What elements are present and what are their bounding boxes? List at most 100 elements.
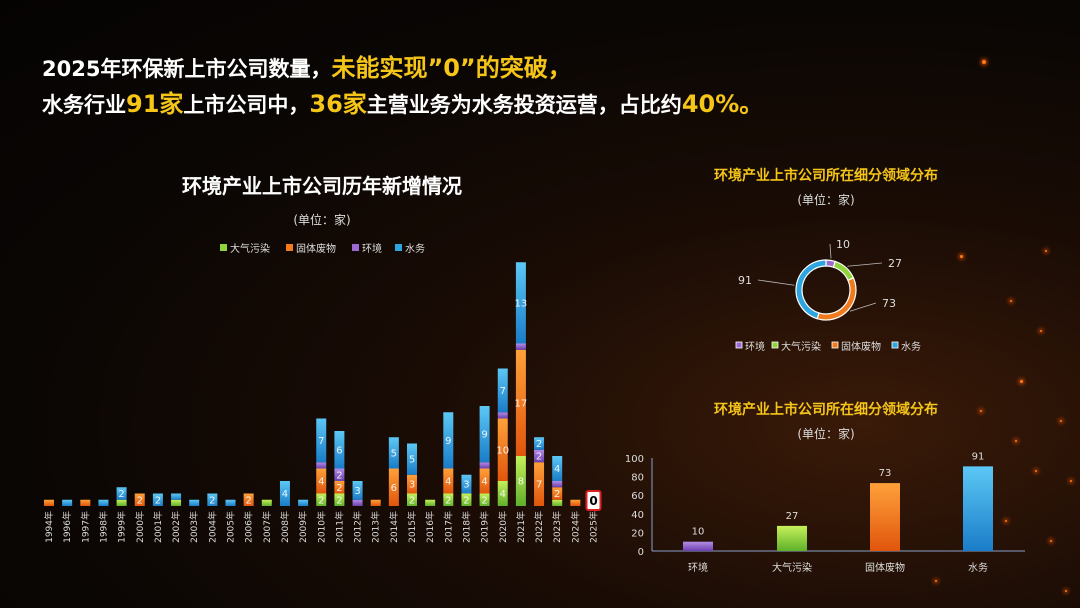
chart1-bar-segment — [189, 499, 200, 506]
chart1-tick-label: 2015年 — [406, 511, 418, 543]
chart1-data-label: 10 — [496, 445, 509, 456]
chart1-bar-segment — [116, 499, 127, 506]
chart1-bar-segment — [425, 499, 436, 506]
chart1-bar-segment — [515, 456, 526, 506]
chart1-data-label: 2 — [409, 495, 415, 506]
chart1-tick-label: 2012年 — [352, 511, 364, 543]
chart1-tick-label: 2005年 — [225, 511, 237, 543]
chart1-bar-segment — [497, 412, 508, 419]
spark-dot — [1060, 420, 1062, 422]
chart1-data-label: 2 — [318, 495, 324, 506]
chart1-data-label: 2 — [336, 483, 342, 494]
chart1-tick-label: 2008年 — [279, 511, 291, 543]
chart1-data-label: 7 — [318, 436, 324, 447]
chart2-title: 环境产业上市公司所在细分领域分布 — [714, 167, 938, 184]
chart1-bar-segment — [443, 493, 454, 506]
chart1-legend-label: 固体废物 — [296, 242, 336, 255]
chart3-bar — [870, 483, 900, 551]
chart1-tick-label: 2010年 — [315, 511, 327, 543]
chart2-data-label: 91 — [738, 274, 752, 287]
chart1-legend-swatch — [352, 244, 359, 251]
chart1-bar-segment — [334, 493, 345, 506]
chart1-bar-segment — [552, 487, 563, 500]
chart1-data-label: 5 — [409, 455, 415, 466]
chart1-tick-label: 2025年 — [588, 511, 600, 543]
chart1-bar-segment — [515, 262, 526, 344]
chart1-bar-segment — [243, 493, 254, 506]
chart1-data-label: 2 — [463, 495, 469, 506]
chart1-data-label: 6 — [391, 483, 397, 494]
chart1-bar-segment — [515, 343, 526, 350]
spark-dot — [1020, 380, 1023, 383]
chart1-tick-label: 2024年 — [569, 511, 581, 543]
chart1-bar-segment — [552, 456, 563, 481]
spark-dot — [1040, 330, 1042, 332]
chart1-tick-label: 2003年 — [188, 511, 200, 543]
chart1-data-label: 9 — [481, 430, 487, 441]
headline-line-2: 水务行业91家上市公司中，36家主营业务为水务投资运营，占比约40%。 — [42, 84, 763, 119]
chart3-y-tick: 60 — [631, 491, 644, 502]
chart1-bar-segment — [497, 481, 508, 506]
chart2-legend-label: 大气污染 — [781, 340, 821, 353]
spark-dot — [982, 60, 986, 64]
chart2-slice — [816, 277, 857, 321]
chart1-tick-label: 2006年 — [243, 511, 255, 543]
headline-text: 2025年环保新上市公司数量， — [42, 57, 332, 81]
chart1-tick-label: 2014年 — [388, 511, 400, 543]
headline-text: 水务行业 — [42, 93, 126, 117]
chart2-leader-line — [829, 243, 832, 259]
chart1-tick-label: 2011年 — [333, 511, 345, 543]
chart1-bar-segment — [316, 462, 327, 469]
chart1-data-label: 4 — [554, 464, 560, 475]
chart1-tick-label: 2017年 — [442, 511, 454, 543]
chart1-bar-segment — [316, 418, 327, 463]
chart1-tick-label: 2018年 — [460, 511, 472, 543]
chart1-bar-segment — [316, 468, 327, 494]
chart1-data-label: 4 — [318, 477, 324, 488]
chart1-data-label: 13 — [515, 298, 528, 309]
chart1-bar-segment — [534, 437, 545, 450]
chart3-y-tick: 100 — [625, 454, 644, 465]
chart3-y-tick: 40 — [631, 510, 644, 521]
chart1-tick-label: 2001年 — [152, 511, 164, 543]
chart2-legend-swatch — [771, 341, 779, 349]
chart1-bar-segment — [44, 499, 54, 506]
chart1-bar-segment — [407, 443, 417, 475]
chart1-data-label: 3 — [409, 480, 415, 491]
chart1-data-label: 6 — [336, 445, 342, 456]
chart1-bar-segment — [479, 493, 490, 506]
chart3-y-tick: 80 — [631, 473, 644, 484]
chart1-data-label: 2 — [536, 452, 542, 463]
chart1-bar-segment — [534, 449, 545, 463]
chart1-legend-swatch — [395, 244, 402, 251]
chart1-bar-segment — [461, 493, 472, 506]
chart1-subtitle: (单位：家) — [293, 212, 350, 227]
chart1-legend-swatch — [220, 244, 227, 251]
chart3-category-label: 环境 — [688, 561, 708, 574]
spark-dot — [1050, 540, 1052, 542]
chart1-tick-label: 2004年 — [206, 511, 218, 543]
chart1-bar-segment — [570, 499, 581, 506]
chart1-tick-label: 2000年 — [134, 511, 146, 543]
chart3-bar — [683, 541, 713, 551]
chart2-subtitle: (单位：家) — [797, 192, 854, 207]
chart1-bar-segment — [207, 493, 218, 506]
chart2-legend-swatch — [831, 341, 839, 349]
chart3-category-label: 固体废物 — [865, 561, 905, 574]
chart1-data-label: 2 — [536, 439, 542, 450]
chart1-bar-segment — [316, 493, 327, 506]
chart2-legend-label: 水务 — [901, 340, 921, 353]
chart1-data-label: 3 — [354, 486, 360, 497]
chart1-data-label: 4 — [445, 477, 451, 488]
chart3-bar — [963, 466, 993, 551]
chart1-data-label: 2 — [445, 495, 451, 506]
chart1-data-label: 2 — [209, 495, 215, 506]
chart1-tick-label: 2023年 — [551, 511, 563, 543]
chart1-bar-segment — [352, 499, 363, 506]
chart2-legend-label: 环境 — [745, 340, 765, 353]
chart1-bar-segment — [352, 481, 363, 500]
chart2-leader-line — [757, 279, 795, 286]
chart1-data-label: 2 — [336, 495, 342, 506]
chart1-bar-segment — [479, 406, 490, 463]
spark-dot — [1045, 250, 1047, 252]
